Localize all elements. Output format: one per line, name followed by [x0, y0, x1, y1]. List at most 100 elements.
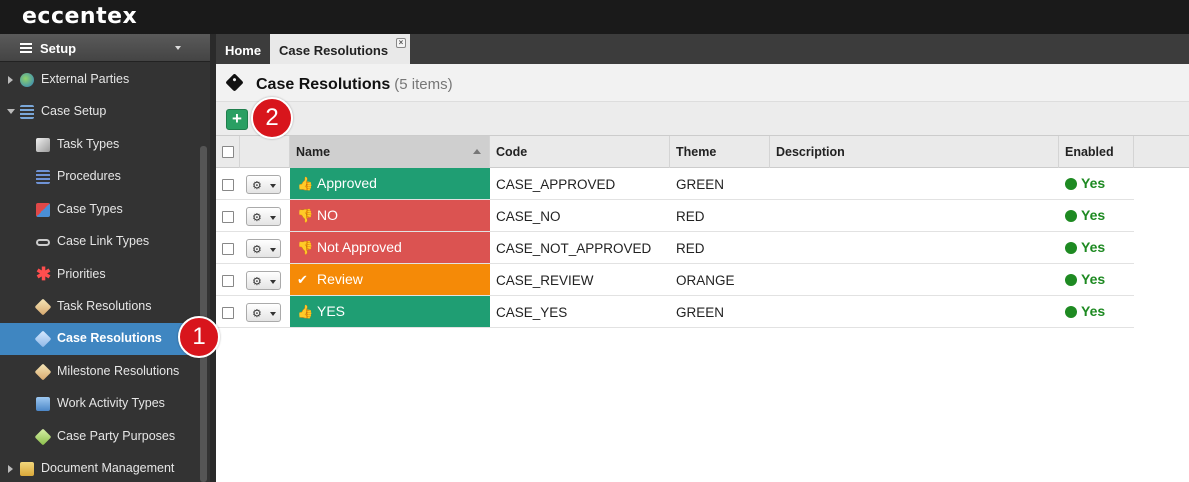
row-actions-cell: ⚙: [240, 264, 290, 295]
sidebar-item-case-resolutions[interactable]: Case Resolutions: [0, 323, 200, 355]
sidebar-item-label: Case Resolutions: [57, 331, 162, 345]
gear-icon: ⚙: [252, 276, 262, 288]
row-select-cell: [216, 168, 240, 199]
table-row[interactable]: ⚙ 👎 NO CASE_NO RED Yes: [216, 200, 1134, 232]
sidebar-item-priorities[interactable]: ✱ Priorities: [0, 259, 200, 291]
row-actions-button[interactable]: ⚙: [246, 303, 281, 322]
enabled-cell: Yes: [1059, 296, 1134, 327]
sidebar-item-case-types[interactable]: Case Types: [0, 194, 200, 226]
expand-icon[interactable]: [8, 465, 13, 473]
expand-icon[interactable]: [8, 76, 13, 84]
code-cell: CASE_APPROVED: [496, 177, 616, 192]
collapse-icon[interactable]: [7, 109, 15, 114]
sidebar-header[interactable]: Setup: [0, 34, 210, 62]
cubes-icon: [36, 203, 50, 217]
theme-cell: GREEN: [676, 305, 725, 320]
sidebar-item-external-parties[interactable]: External Parties: [0, 64, 200, 96]
sidebar-item-label: Task Resolutions: [57, 299, 152, 313]
sidebar-item-task-resolutions[interactable]: Task Resolutions: [0, 291, 200, 323]
thumbs-down-icon: 👎: [297, 208, 314, 223]
chevron-down-icon: [270, 312, 276, 316]
page-header: Case Resolutions (5 items): [216, 64, 1189, 102]
status-dot-icon: [1065, 178, 1077, 190]
sidebar-item-label: Task Types: [57, 137, 120, 151]
sidebar-item-label: External Parties: [41, 72, 130, 86]
enabled-label: Yes: [1081, 303, 1106, 319]
name-label: Not Approved: [317, 239, 402, 255]
row-actions-cell: ⚙: [240, 168, 290, 199]
sidebar-item-procedures[interactable]: Procedures: [0, 161, 200, 193]
chevron-down-icon: [175, 46, 181, 50]
enabled-cell: Yes: [1059, 168, 1134, 199]
theme-cell: GREEN: [676, 177, 725, 192]
sidebar-item-case-link-types[interactable]: Case Link Types: [0, 226, 200, 258]
sidebar-item-work-activity-types[interactable]: Work Activity Types: [0, 388, 200, 420]
sidebar-item-label: Procedures: [57, 169, 121, 183]
table-row[interactable]: ⚙ 👍 YES CASE_YES GREEN Yes: [216, 296, 1134, 328]
row-checkbox[interactable]: [222, 307, 234, 319]
theme-cell: RED: [676, 209, 705, 224]
phone-icon: [36, 397, 50, 411]
row-checkbox[interactable]: [222, 275, 234, 287]
box-icon: [36, 138, 50, 152]
status-dot-icon: [1065, 242, 1077, 254]
name-cell: 👍 Approved: [290, 168, 490, 199]
row-checkbox[interactable]: [222, 211, 234, 223]
name-label: Review: [317, 271, 363, 287]
status-dot-icon: [1065, 306, 1077, 318]
column-header-description[interactable]: Description: [770, 136, 1059, 168]
callout-badge-2: 2: [251, 97, 293, 139]
code-cell: CASE_YES: [496, 305, 568, 320]
column-header-theme[interactable]: Theme: [670, 136, 770, 168]
sidebar-item-case-setup[interactable]: Case Setup: [0, 96, 200, 128]
tab-home[interactable]: Home: [216, 34, 270, 64]
name-label: YES: [317, 303, 346, 319]
row-checkbox[interactable]: [222, 179, 234, 191]
table-row[interactable]: ⚙ 👍 Approved CASE_APPROVED GREEN Yes: [216, 168, 1134, 200]
row-actions-button[interactable]: ⚙: [246, 175, 281, 194]
enabled-label: Yes: [1081, 239, 1106, 255]
column-header-code[interactable]: Code: [490, 136, 670, 168]
select-all-checkbox[interactable]: [222, 146, 234, 158]
sidebar-item-task-types[interactable]: Task Types: [0, 129, 200, 161]
name-cell: 👎 NO: [290, 200, 490, 231]
name-label: Approved: [317, 175, 377, 191]
description-cell: [770, 200, 1059, 231]
item-count: (5 items): [394, 76, 453, 93]
sidebar-scrollbar[interactable]: [200, 146, 207, 482]
sidebar-item-milestone-resolutions[interactable]: Milestone Resolutions: [0, 356, 200, 388]
app-logo[interactable]: eccentex: [22, 4, 138, 29]
sidebar-item-case-party-purposes[interactable]: Case Party Purposes: [0, 421, 200, 453]
tab-case-resolutions[interactable]: Case Resolutions ×: [270, 34, 410, 64]
tag-icon: [225, 73, 244, 92]
name-cell: 👎 Not Approved: [290, 232, 490, 263]
code-cell: CASE_REVIEW: [496, 273, 594, 288]
grid-toolbar: +: [216, 102, 1189, 136]
description-cell: [770, 264, 1059, 295]
code-cell: CASE_NOT_APPROVED: [496, 241, 652, 256]
row-select-cell: [216, 200, 240, 231]
tag-icon: [34, 298, 52, 316]
row-actions-button[interactable]: ⚙: [246, 239, 281, 258]
table-row[interactable]: ⚙ 👎 Not Approved CASE_NOT_APPROVED RED Yes: [216, 232, 1134, 264]
row-actions-button[interactable]: ⚙: [246, 271, 281, 290]
row-select-cell: [216, 296, 240, 327]
row-actions-button[interactable]: ⚙: [246, 207, 281, 226]
asterisk-icon: ✱: [36, 264, 52, 284]
gear-icon: ⚙: [252, 180, 262, 192]
page-title-text: Case Resolutions: [256, 76, 391, 93]
gear-icon: ⚙: [252, 308, 262, 320]
row-select-cell: [216, 232, 240, 263]
column-header-name[interactable]: Name: [290, 136, 490, 168]
row-checkbox[interactable]: [222, 243, 234, 255]
add-button[interactable]: +: [226, 109, 248, 130]
table-row[interactable]: ⚙ ✔ Review CASE_REVIEW ORANGE Yes: [216, 264, 1134, 296]
splitter[interactable]: [210, 34, 216, 482]
close-icon[interactable]: ×: [396, 38, 406, 48]
column-header-enabled[interactable]: Enabled: [1059, 136, 1134, 168]
sidebar-item-label: Work Activity Types: [57, 396, 165, 410]
sidebar-item-document-management[interactable]: Document Management: [0, 453, 200, 482]
sidebar-item-label: Case Setup: [41, 104, 107, 118]
enabled-cell: Yes: [1059, 264, 1134, 295]
thumbs-down-icon: 👎: [297, 240, 314, 255]
